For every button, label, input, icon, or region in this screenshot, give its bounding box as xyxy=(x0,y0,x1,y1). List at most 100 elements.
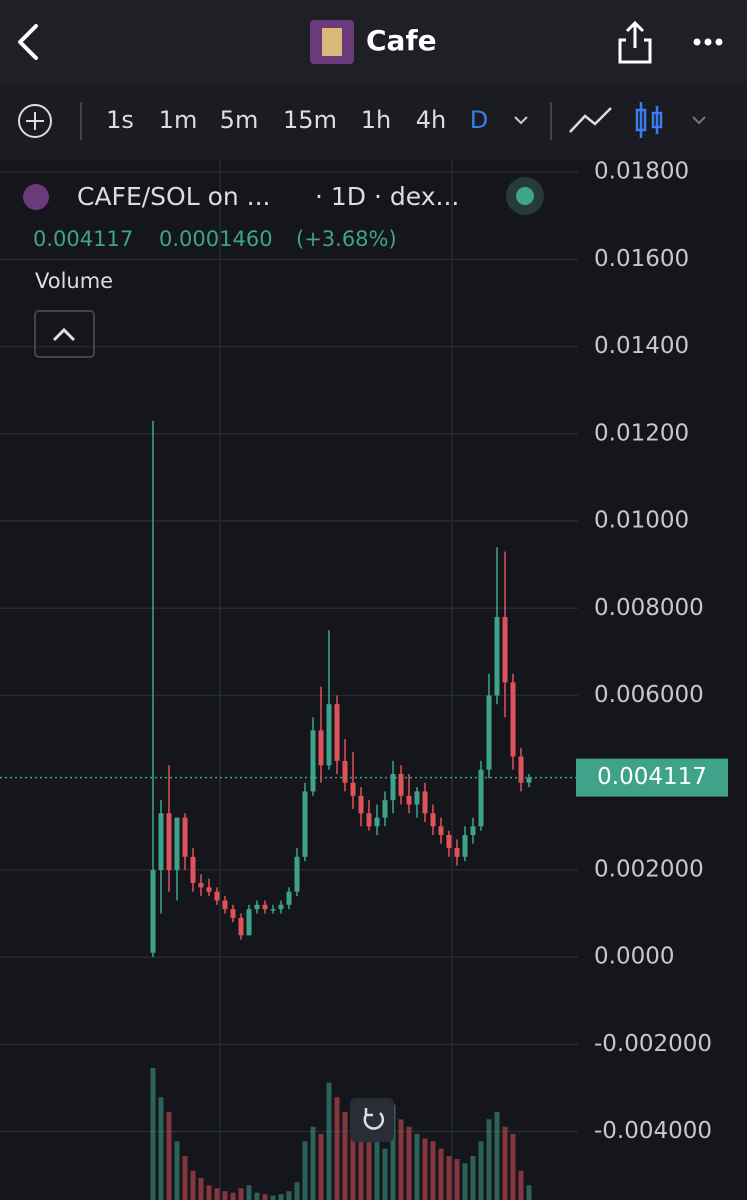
volume-bar xyxy=(438,1148,444,1200)
candle-body xyxy=(462,835,468,857)
candle-body xyxy=(302,791,308,857)
candle-body xyxy=(382,800,388,818)
interval-button[interactable]: 5m xyxy=(220,106,259,134)
volume-bar xyxy=(214,1188,220,1200)
candle-body xyxy=(374,817,380,827)
reset-icon xyxy=(363,1108,385,1130)
volume-bar xyxy=(302,1141,308,1200)
volume-bar xyxy=(150,1068,156,1200)
interval-button[interactable]: 1s xyxy=(106,106,134,134)
candle-body xyxy=(414,791,420,805)
candle-body xyxy=(174,817,180,870)
candle-body xyxy=(190,856,196,883)
legend-pair: CAFE/SOL on ... xyxy=(77,182,271,211)
plot xyxy=(0,160,578,1200)
volume-bar xyxy=(166,1112,172,1200)
candle-body xyxy=(158,813,164,870)
interval-button[interactable]: D xyxy=(470,106,488,134)
y-tick-label: 0.01800 xyxy=(594,159,689,185)
legend-change: 0.0001460 xyxy=(159,227,273,251)
collapse-icon xyxy=(52,327,76,342)
header-bar xyxy=(0,0,747,85)
candle-body xyxy=(222,900,228,910)
collapse-button[interactable] xyxy=(34,310,95,358)
candle-body xyxy=(398,773,404,796)
more-button[interactable] xyxy=(693,38,723,46)
volume-bar xyxy=(374,1141,380,1200)
candle-body xyxy=(342,760,348,783)
legend-icon xyxy=(23,184,49,210)
volume-bar xyxy=(174,1141,180,1200)
volume-bar xyxy=(158,1097,164,1200)
candle-body xyxy=(254,904,260,910)
volume-bar xyxy=(246,1185,252,1200)
volume-bar xyxy=(318,1134,324,1200)
interval-button[interactable]: 4h xyxy=(416,106,446,134)
candle-body xyxy=(486,695,492,770)
y-tick-label: 0.008000 xyxy=(594,595,704,621)
volume-bar xyxy=(278,1194,284,1200)
candle-body xyxy=(422,791,428,814)
volume-bar xyxy=(430,1141,436,1200)
candle-body xyxy=(310,730,316,792)
volume-bar xyxy=(446,1156,452,1200)
back-button[interactable] xyxy=(18,24,38,60)
candle-body xyxy=(358,795,364,814)
add-indicator[interactable] xyxy=(18,104,52,138)
volume-bar xyxy=(270,1195,276,1200)
candle-body xyxy=(238,917,244,936)
toolbar xyxy=(0,85,747,160)
interval-button[interactable]: 1m xyxy=(159,106,198,134)
volume-bar xyxy=(414,1134,420,1200)
candle-body xyxy=(526,777,532,783)
header-title: Cafe xyxy=(366,24,437,57)
legend-close: 0.004117 xyxy=(33,227,133,251)
line-chart-button[interactable] xyxy=(569,107,612,133)
candle-body xyxy=(326,704,332,766)
candle-body xyxy=(494,616,500,696)
y-tick-label: 0.01000 xyxy=(594,508,689,534)
candle-body xyxy=(406,795,412,805)
volume-bar xyxy=(470,1156,476,1200)
interval-dropdown[interactable] xyxy=(514,116,528,125)
y-tick-label: -0.002000 xyxy=(594,1031,712,1057)
candle-chart-button[interactable] xyxy=(635,102,663,138)
chart-type-dropdown[interactable] xyxy=(692,116,706,125)
volume-bar xyxy=(182,1156,188,1200)
candle-body xyxy=(278,904,284,910)
volume-bar xyxy=(262,1194,268,1200)
token-icon-face xyxy=(322,28,342,56)
interval-button[interactable]: 1h xyxy=(361,106,391,134)
volume-bar xyxy=(422,1138,428,1200)
volume-bar xyxy=(206,1185,212,1200)
volume-bar xyxy=(286,1191,292,1200)
volume-bar xyxy=(230,1192,236,1200)
volume-bar xyxy=(502,1126,508,1200)
volume-bar xyxy=(198,1178,204,1200)
y-tick-label: 0.0000 xyxy=(594,944,674,970)
volume-bar xyxy=(190,1170,196,1200)
candle-body xyxy=(286,891,292,905)
candle-body xyxy=(438,826,444,836)
reset-button[interactable] xyxy=(350,1098,394,1142)
candle-body xyxy=(334,704,340,761)
interval-button[interactable]: 15m xyxy=(283,106,337,134)
last-price-tag xyxy=(576,758,728,797)
y-tick-label: -0.004000 xyxy=(594,1118,712,1144)
volume-bar xyxy=(238,1188,244,1200)
share-button[interactable] xyxy=(618,20,652,64)
volume-bar xyxy=(366,1134,372,1200)
candle-body xyxy=(478,769,484,827)
volume-bar xyxy=(358,1126,364,1200)
volume-bar xyxy=(382,1148,388,1200)
volume-bar xyxy=(462,1163,468,1200)
candle-body xyxy=(454,848,460,857)
volume-bar xyxy=(478,1141,484,1200)
last-price-label: 0.004117 xyxy=(597,764,707,790)
volume-bar xyxy=(510,1134,516,1200)
volume-bar xyxy=(350,1119,356,1200)
volume-bar xyxy=(486,1119,492,1200)
candle-body xyxy=(350,782,356,796)
legend-change-pct: (+3.68%) xyxy=(296,227,397,251)
